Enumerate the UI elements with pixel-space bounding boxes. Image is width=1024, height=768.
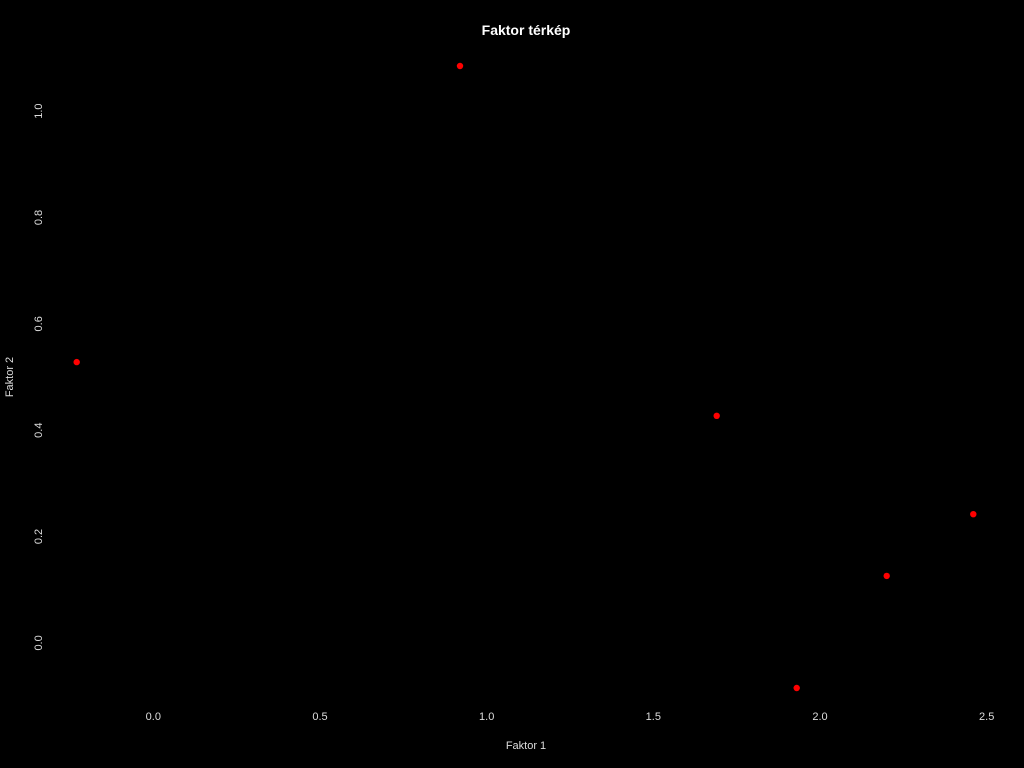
chart-title: Faktor térkép: [482, 22, 571, 38]
scatter-point: [713, 412, 720, 419]
x-tick-label: 2.0: [812, 711, 827, 723]
y-axis-ticks: 0.0 0.2 0.4 0.6 0.8 1.0: [33, 103, 45, 650]
y-tick-label: 0.2: [33, 529, 45, 544]
x-axis-ticks: 0.0 0.5 1.0 1.5 2.0 2.5: [146, 711, 995, 723]
y-tick-label: 0.8: [33, 210, 45, 225]
scatter-point: [456, 62, 464, 70]
x-tick-label: 0.5: [312, 711, 327, 723]
x-tick-label: 1.5: [646, 711, 661, 723]
y-axis-label: Faktor 2: [4, 357, 16, 397]
scatter-point: [73, 358, 80, 366]
scatter-point: [883, 572, 890, 580]
scatter-points: [73, 62, 977, 692]
x-tick-label: 1.0: [479, 711, 494, 723]
y-tick-label: 0.4: [33, 423, 45, 438]
x-tick-label: 2.5: [979, 711, 994, 723]
x-tick-label: 0.0: [146, 711, 161, 723]
scatter-point: [793, 684, 800, 692]
y-tick-label: 0.0: [33, 635, 45, 650]
y-tick-label: 0.6: [33, 316, 45, 331]
scatter-point: [970, 511, 977, 518]
y-tick-label: 1.0: [33, 103, 45, 118]
x-axis-label: Faktor 1: [506, 740, 546, 752]
